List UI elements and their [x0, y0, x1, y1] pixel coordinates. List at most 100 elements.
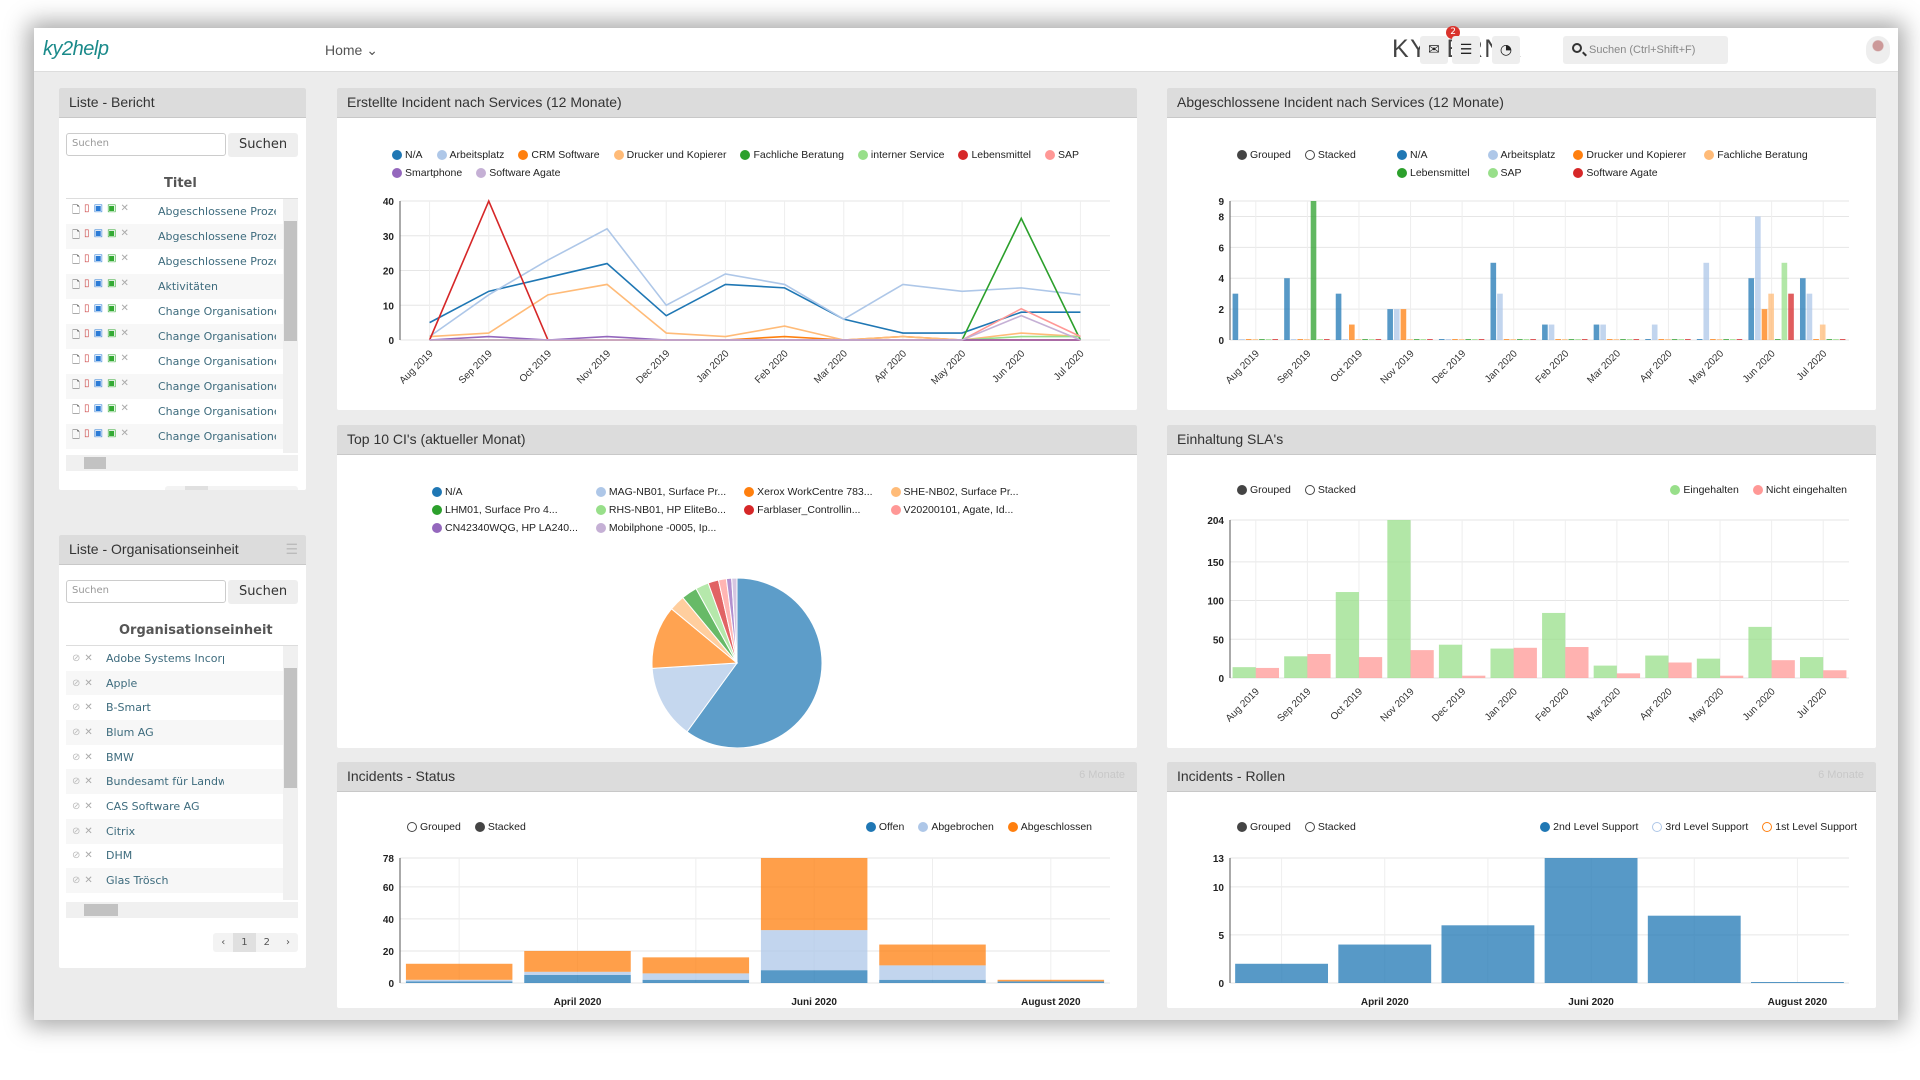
- document-icon[interactable]: 🗋: [72, 405, 81, 416]
- page-button[interactable]: ‹: [165, 486, 185, 490]
- legend-item[interactable]: Drucker und Kopierer: [1573, 146, 1686, 164]
- legend-item[interactable]: V20200101, Agate, Id...: [890, 501, 1019, 519]
- disable-icon[interactable]: ⊘: [72, 875, 81, 887]
- bar[interactable]: [1510, 339, 1517, 340]
- bar[interactable]: [1368, 339, 1375, 340]
- bar-segment[interactable]: [879, 965, 986, 980]
- bar[interactable]: [1387, 520, 1411, 678]
- bar[interactable]: [1542, 612, 1566, 678]
- legend-item[interactable]: interner Service: [857, 146, 944, 164]
- excel-icon[interactable]: ▣: [107, 378, 117, 389]
- pdf-icon[interactable]: ▯: [84, 303, 90, 314]
- bar[interactable]: [1548, 324, 1555, 340]
- horizontal-scrollbar[interactable]: [66, 902, 298, 918]
- document-icon[interactable]: 🗋: [72, 230, 81, 241]
- legend-item[interactable]: Abgebrochen: [918, 818, 994, 836]
- series-line[interactable]: [429, 307, 1081, 341]
- disable-icon[interactable]: ⊘: [72, 800, 81, 812]
- bar[interactable]: [1616, 673, 1641, 678]
- delete-icon[interactable]: ✕: [84, 652, 93, 664]
- legend-item[interactable]: Xerox WorkCentre 783...: [744, 483, 873, 501]
- page-button[interactable]: ‹: [221, 937, 226, 948]
- delete-icon[interactable]: ✕: [84, 677, 93, 689]
- org-search-input[interactable]: Suchen: [66, 580, 226, 603]
- bar-segment[interactable]: [405, 963, 513, 980]
- document-icon[interactable]: 🗋: [72, 305, 81, 316]
- bar[interactable]: [1606, 339, 1613, 340]
- legend-item[interactable]: Arbeitsplatz: [1487, 146, 1555, 164]
- row-title[interactable]: Change Organisationen: [158, 305, 276, 318]
- bar[interactable]: [1813, 339, 1819, 340]
- legend-item[interactable]: SHE-NB02, Surface Pr...: [890, 483, 1019, 501]
- bar[interactable]: [1335, 592, 1359, 678]
- word-icon[interactable]: ▣: [93, 303, 104, 314]
- legend-item[interactable]: Lebensmittel: [958, 146, 1031, 164]
- row-title[interactable]: Change Organisationen: [158, 380, 276, 393]
- bar[interactable]: [1393, 309, 1400, 340]
- table-row[interactable]: 🗋 ▯ ▣ ▣ ✕ Change Organisationen: [66, 399, 298, 424]
- pdf-icon[interactable]: ▯: [84, 378, 90, 389]
- bar[interactable]: [1420, 339, 1427, 340]
- bar[interactable]: [1472, 339, 1478, 340]
- bar[interactable]: [1748, 626, 1772, 678]
- legend-item[interactable]: Fachliche Beratung: [740, 146, 844, 164]
- delete-icon[interactable]: ✕: [120, 403, 129, 414]
- bar[interactable]: [1788, 293, 1794, 340]
- disable-icon[interactable]: ⊘: [72, 776, 81, 788]
- toggle-grouped[interactable]: Grouped: [407, 818, 461, 836]
- bar-segment[interactable]: [997, 979, 1105, 982]
- bar[interactable]: [1232, 667, 1256, 678]
- bar[interactable]: [1259, 339, 1265, 340]
- bar[interactable]: [1407, 339, 1413, 340]
- bar[interactable]: [1626, 339, 1633, 340]
- table-row[interactable]: ⊘ ✕ B-Smart: [66, 695, 298, 720]
- delete-icon[interactable]: ✕: [84, 825, 93, 837]
- pdf-icon[interactable]: ▯: [84, 353, 90, 364]
- bar[interactable]: [1799, 278, 1806, 340]
- legend-item[interactable]: Mobilphone -0005, Ip...: [595, 519, 726, 537]
- row-title[interactable]: Abgeschlossene Prozesse: [158, 230, 276, 243]
- row-title[interactable]: Aktivitäten: [158, 280, 218, 293]
- bar[interactable]: [1265, 339, 1272, 340]
- vertical-scrollbar[interactable]: [283, 646, 298, 900]
- nav-home-menu[interactable]: Home ⌄: [325, 42, 378, 59]
- word-icon[interactable]: ▣: [93, 253, 104, 264]
- delete-icon[interactable]: ✕: [84, 726, 93, 738]
- table-row[interactable]: 🗋 ▯ ▣ ▣ ✕ Aktivitäten: [66, 274, 298, 299]
- delete-icon[interactable]: ✕: [120, 353, 129, 364]
- toggle-grouped[interactable]: Grouped: [1237, 146, 1291, 164]
- bar[interactable]: [1375, 339, 1382, 340]
- legend-item[interactable]: Abgeschlossen: [1007, 818, 1092, 836]
- bar[interactable]: [1503, 339, 1510, 340]
- legend-item[interactable]: Arbeitsplatz: [436, 146, 504, 164]
- row-title[interactable]: CAS Software AG: [106, 799, 200, 813]
- disable-icon[interactable]: ⊘: [72, 677, 81, 689]
- excel-icon[interactable]: ▣: [107, 203, 117, 214]
- bar[interactable]: [1400, 309, 1407, 340]
- bar-segment[interactable]: [405, 981, 513, 983]
- bar[interactable]: [1427, 339, 1433, 340]
- row-title[interactable]: Change Organisationen: [158, 405, 276, 418]
- table-row[interactable]: 🗋▯▣▣✕Abgeschlossene Prozesse: [66, 249, 298, 274]
- bar[interactable]: [1710, 339, 1716, 340]
- bar[interactable]: [1658, 339, 1665, 340]
- legend-item[interactable]: N/A: [1397, 146, 1470, 164]
- bar[interactable]: [1245, 339, 1252, 340]
- row-title[interactable]: Citrix: [106, 824, 136, 838]
- bar[interactable]: [1774, 339, 1781, 340]
- word-icon[interactable]: ▣: [93, 353, 104, 364]
- bar[interactable]: [1358, 657, 1383, 678]
- page-button[interactable]: ›: [278, 486, 298, 490]
- toggle-stacked[interactable]: Stacked: [1304, 818, 1356, 836]
- table-row[interactable]: ⊘ ✕ CAS Software AG: [66, 794, 298, 819]
- bar[interactable]: [1755, 216, 1761, 340]
- bar[interactable]: [1342, 339, 1349, 340]
- legend-item[interactable]: LHM01, Surface Pro 4...: [432, 501, 578, 519]
- disable-icon[interactable]: ⊘: [72, 702, 81, 714]
- delete-icon[interactable]: ✕: [120, 278, 129, 289]
- document-icon[interactable]: 🗋: [72, 380, 81, 391]
- bar[interactable]: [1633, 339, 1640, 340]
- legend-item[interactable]: Smartphone: [392, 164, 462, 182]
- legend-item[interactable]: SAP: [1045, 146, 1079, 164]
- toggle-grouped[interactable]: Grouped: [1237, 481, 1291, 499]
